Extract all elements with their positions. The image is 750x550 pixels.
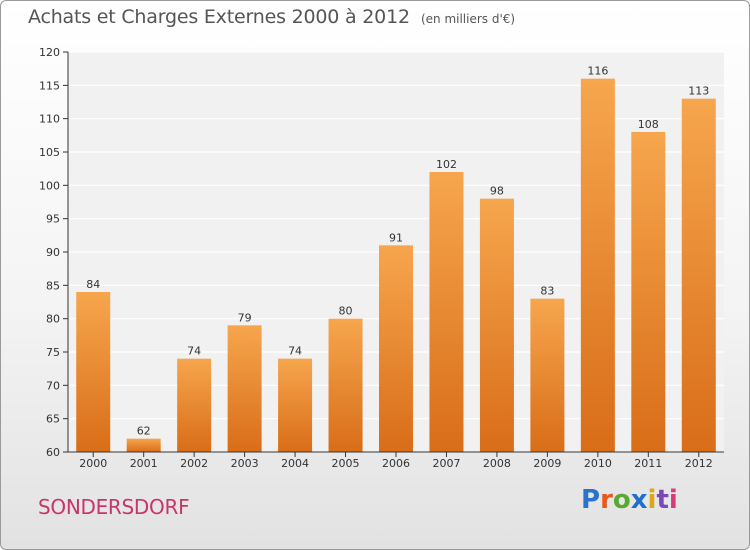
bar-value-label: 98: [490, 185, 504, 198]
bar-value-label: 84: [86, 278, 100, 291]
bar-value-label: 74: [288, 345, 302, 358]
y-tick-label: 110: [39, 113, 60, 126]
x-tick-label: 2003: [231, 457, 259, 470]
x-tick-label: 2004: [281, 457, 309, 470]
y-tick-label: 115: [39, 79, 60, 92]
bar: [681, 98, 716, 453]
x-tick-label: 2008: [483, 457, 511, 470]
bar: [126, 438, 161, 452]
y-tick-label: 100: [39, 179, 60, 192]
bar-value-label: 113: [688, 85, 709, 98]
logo-letter: r: [600, 485, 613, 515]
proxiti-logo[interactable]: Proxiti: [581, 485, 678, 515]
x-tick-label: 2001: [130, 457, 158, 470]
bar-value-label: 108: [638, 118, 659, 131]
logo-letter: o: [612, 485, 631, 515]
bar-value-label: 80: [339, 305, 353, 318]
title-row: Achats et Charges Externes 2000 à 2012 (…: [28, 6, 515, 28]
y-tick-label: 70: [46, 379, 60, 392]
x-tick-label: 2006: [382, 457, 410, 470]
logo-letter: P: [581, 485, 601, 515]
x-tick-label: 2009: [533, 457, 561, 470]
commune-name: SONDERSDORF: [38, 495, 190, 519]
y-tick-label: 80: [46, 313, 60, 326]
logo-letter: i: [668, 485, 678, 515]
bar: [530, 298, 565, 452]
x-tick-label: 2000: [79, 457, 107, 470]
x-tick-label: 2010: [584, 457, 612, 470]
logo-letter: t: [656, 485, 669, 515]
bar-value-label: 83: [540, 285, 554, 298]
bar: [479, 198, 514, 452]
bar: [328, 318, 363, 452]
bar: [631, 132, 666, 452]
y-tick-label: 95: [46, 213, 60, 226]
x-tick-label: 2011: [634, 457, 662, 470]
logo-letter: i: [647, 485, 657, 515]
x-tick-label: 2005: [332, 457, 360, 470]
x-tick-label: 2007: [432, 457, 460, 470]
bar: [278, 358, 313, 452]
y-tick-label: 90: [46, 246, 60, 259]
logo-letter: x: [630, 485, 648, 515]
chart-subtitle: (en milliers d'€): [420, 12, 516, 26]
y-tick-label: 75: [46, 346, 60, 359]
y-tick-label: 120: [39, 46, 60, 59]
bar: [76, 292, 111, 452]
bar: [429, 172, 464, 452]
y-tick-label: 85: [46, 279, 60, 292]
bar: [580, 78, 615, 453]
bar-value-label: 102: [436, 158, 457, 171]
bar-value-label: 116: [587, 65, 608, 78]
bar: [227, 325, 262, 452]
bar-value-label: 62: [137, 425, 151, 438]
y-tick-label: 105: [39, 146, 60, 159]
bar-value-label: 74: [187, 345, 201, 358]
x-tick-label: 2002: [180, 457, 208, 470]
bar: [379, 245, 413, 452]
bar-value-label: 91: [389, 231, 403, 244]
y-tick-label: 60: [46, 446, 60, 459]
x-tick-label: 2012: [685, 457, 713, 470]
bar-value-label: 79: [238, 311, 252, 324]
y-tick-label: 65: [46, 413, 60, 426]
bar: [177, 358, 212, 452]
chart-title: Achats et Charges Externes 2000 à 2012: [28, 6, 410, 28]
